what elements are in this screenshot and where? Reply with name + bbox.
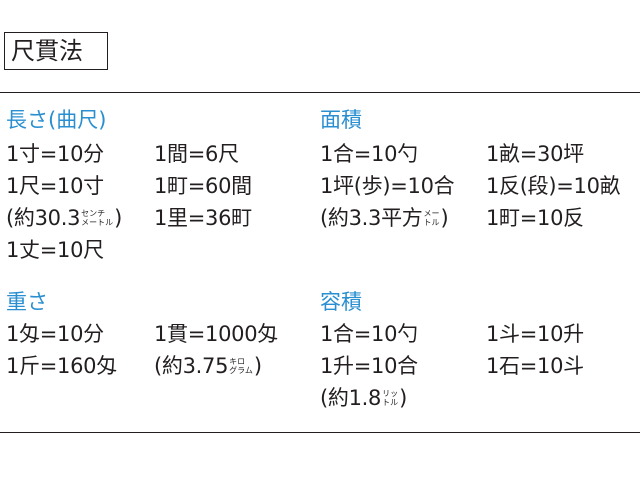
section-title-length: 長さ(曲尺) [6, 108, 107, 132]
volume-note-unit: リッ トル [382, 389, 398, 407]
section-area: 面積 [320, 108, 362, 132]
section-title-area: 面積 [320, 108, 362, 132]
weight-note-unit-top: キロ [229, 357, 246, 366]
area-note-unit: メー トル [424, 209, 440, 227]
volume-col2: 1斗=10升 1石=10斗 [486, 318, 584, 382]
weight-note: (約3.75 キロ グラム ) [154, 350, 278, 382]
top-divider [0, 92, 640, 93]
volume-note-prefix: (約1.8 [320, 386, 382, 410]
area-note-unit-bottom: トル [423, 218, 440, 227]
area-row-go: 1合=10勺 [320, 142, 418, 166]
weight-note-unit-bottom: グラム [229, 366, 253, 375]
length-row-cho: 1町=60間 [154, 174, 252, 198]
volume-note: (約1.8 リッ トル ) [320, 382, 418, 414]
area-note-unit-top: メー [423, 209, 440, 218]
volume-row-sho: 1升=10合 [320, 354, 418, 378]
length-col1: 1寸=10分 1尺=10寸 (約30.3 センチ メートル ) 1丈=10尺 [6, 138, 122, 266]
area-note-prefix: (約3.3平方 [320, 206, 423, 230]
area-row-cho: 1町=10反 [486, 206, 584, 230]
length-row-ken: 1間=6尺 [154, 142, 239, 166]
volume-note-suffix: ) [399, 386, 407, 410]
area-row-tsubo: 1坪(歩)=10合 [320, 174, 455, 198]
bottom-divider [0, 432, 640, 433]
weight-note-prefix: (約3.75 [154, 354, 229, 378]
area-row-se: 1畝=30坪 [486, 142, 584, 166]
volume-note-unit-top: リッ [382, 389, 399, 398]
weight-col2: 1貫=1000匁 (約3.75 キロ グラム ) [154, 318, 278, 382]
section-title-weight: 重さ [6, 290, 48, 314]
section-weight: 重さ [6, 290, 48, 314]
volume-row-go: 1合=10勺 [320, 322, 418, 346]
volume-note-unit-bottom: トル [382, 398, 399, 407]
length-note-unit: センチ メートル [81, 209, 113, 227]
volume-row-koku: 1石=10斗 [486, 354, 584, 378]
area-row-tan: 1反(段)=10畝 [486, 174, 621, 198]
weight-col1: 1匁=10分 1斤=160匁 [6, 318, 117, 382]
length-col2: 1間=6尺 1町=60間 1里=36町 [154, 138, 252, 234]
weight-note-unit: キロ グラム [229, 357, 253, 375]
area-col2: 1畝=30坪 1反(段)=10畝 1町=10反 [486, 138, 621, 234]
volume-row-to: 1斗=10升 [486, 322, 584, 346]
length-note-unit-bottom: メートル [81, 218, 114, 227]
length-note-suffix: ) [114, 206, 123, 230]
length-note-prefix: (約30.3 [6, 206, 81, 230]
area-note-suffix: ) [440, 206, 449, 230]
weight-note-suffix: ) [253, 354, 262, 378]
section-title-volume: 容積 [320, 290, 362, 314]
length-note-unit-top: センチ [81, 209, 106, 218]
weight-row-kin: 1斤=160匁 [6, 354, 117, 378]
volume-col1: 1合=10勺 1升=10合 (約1.8 リッ トル ) [320, 318, 418, 414]
length-row-ri: 1里=36町 [154, 206, 252, 230]
length-note: (約30.3 センチ メートル ) [6, 202, 122, 234]
length-row-sun: 1寸=10分 [6, 142, 104, 166]
section-volume: 容積 [320, 290, 362, 314]
length-row-shaku: 1尺=10寸 [6, 174, 104, 198]
section-length: 長さ(曲尺) [6, 108, 106, 132]
area-col1: 1合=10勺 1坪(歩)=10合 (約3.3平方 メー トル ) [320, 138, 455, 234]
weight-row-monme: 1匁=10分 [6, 322, 104, 346]
area-note: (約3.3平方 メー トル ) [320, 202, 454, 234]
length-row-jo: 1丈=10尺 [6, 238, 104, 262]
page-title: 尺貫法 [4, 32, 108, 70]
weight-row-kan: 1貫=1000匁 [154, 322, 278, 346]
